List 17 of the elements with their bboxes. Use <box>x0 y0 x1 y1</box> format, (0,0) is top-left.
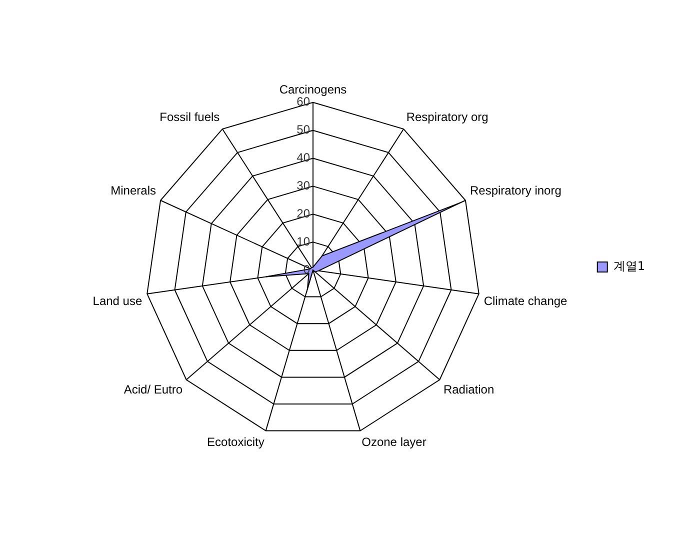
y-tick-label: 20 <box>296 206 310 220</box>
spoke-label: Respiratory org <box>406 110 488 124</box>
y-tick-label: 30 <box>296 178 310 193</box>
spoke-label: Acid/ Eutro <box>124 382 183 397</box>
spoke-label: Land use <box>92 294 142 308</box>
legend-label: 계열1 <box>613 259 646 274</box>
spoke-label: Ozone layer <box>362 435 426 450</box>
spoke-label: Climate change <box>484 294 568 308</box>
spoke-label: Fossil fuels <box>160 110 220 124</box>
spoke-label: Minerals <box>110 183 156 198</box>
y-tick-label: 60 <box>296 94 310 109</box>
spoke-label: Respiratory inorg <box>470 183 562 198</box>
spoke-label: Carcinogens <box>279 82 347 97</box>
spoke-label: Ecotoxicity <box>207 435 264 450</box>
y-tick-label: 50 <box>296 122 310 137</box>
y-tick-label: 40 <box>296 150 310 165</box>
spoke-label: Radiation <box>443 382 494 397</box>
